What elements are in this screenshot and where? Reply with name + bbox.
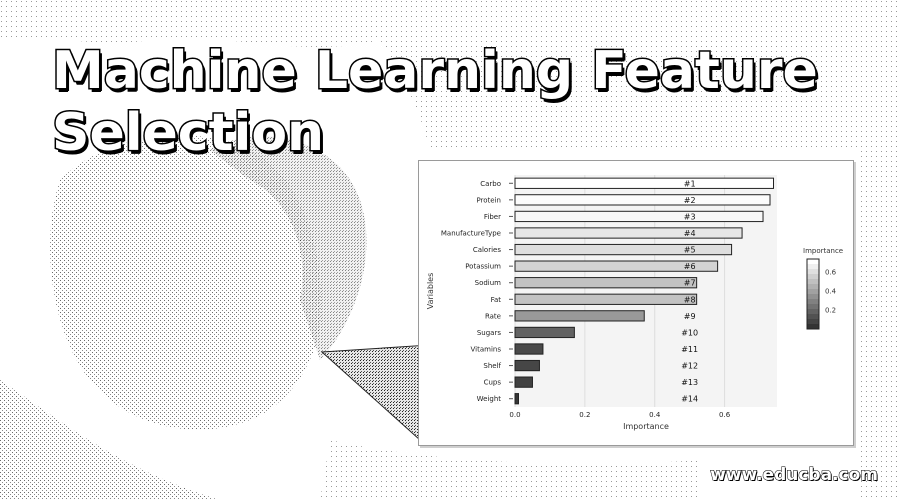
bar	[514, 194, 771, 206]
legend-gradient-step	[807, 299, 819, 305]
legend-gradient-step	[807, 264, 819, 270]
legend-title: Importance	[803, 247, 843, 255]
rank-label: #13	[681, 378, 698, 387]
x-axis-title: Importance	[623, 422, 669, 431]
legend-tick-label: 0.2	[825, 307, 836, 315]
x-tick-label: 0.6	[719, 411, 731, 419]
legend-colorbar	[806, 258, 820, 330]
y-tick-label: Fat	[491, 296, 502, 304]
rank-label: #10	[681, 328, 698, 337]
legend-gradient-step	[807, 259, 819, 265]
bar	[514, 359, 540, 372]
legend-gradient-step	[807, 269, 819, 275]
legend-gradient-step	[807, 294, 819, 300]
y-tick-label: ManufactureType	[441, 230, 501, 238]
y-tick-label: Shelf	[483, 362, 501, 370]
rank-label: #1	[684, 179, 696, 188]
bar	[514, 326, 575, 339]
rank-label: #3	[684, 212, 696, 221]
y-tick-label: Potassium	[465, 263, 501, 271]
legend-gradient-step	[807, 289, 819, 295]
rank-label: #6	[684, 262, 696, 271]
rank-label: #4	[684, 229, 696, 238]
y-tick-label: Fiber	[484, 213, 501, 221]
y-tick-label: Vitamins	[471, 346, 502, 354]
legend-tick-label: 0.6	[825, 269, 837, 277]
legend-gradient-step	[807, 324, 819, 330]
rank-label: #11	[681, 345, 698, 354]
rank-label: #9	[684, 312, 696, 321]
y-tick-label: Cups	[484, 379, 502, 387]
y-tick-label: Protein	[476, 196, 501, 204]
rank-label: #7	[684, 279, 696, 288]
feature-importance-chart: 0.0 0.2 0.4 0.6 Carbo #1 Protein #2 Fiber #3 Manuf…	[426, 175, 843, 431]
y-tick-label: Carbo	[480, 180, 501, 188]
bar	[514, 343, 544, 355]
chart-panel: 0.0 0.2 0.4 0.6 Carbo #1 Protein #2 Fiber #3 Manuf…	[418, 160, 854, 446]
rank-label: #14	[681, 395, 698, 404]
rank-label: #8	[684, 295, 696, 304]
bar	[514, 210, 764, 223]
y-tick-label: Rate	[485, 312, 501, 320]
rank-label: #5	[684, 246, 696, 255]
bar	[514, 376, 533, 388]
bar	[514, 293, 698, 305]
x-tick-label: 0.0	[509, 411, 520, 419]
plot-area	[515, 175, 777, 407]
y-axis-title: Variables	[426, 273, 435, 310]
bar	[514, 310, 645, 322]
y-tick-label: Sodium	[475, 279, 502, 287]
legend-gradient-step	[807, 319, 819, 325]
legend-gradient-step	[807, 279, 819, 285]
bar	[514, 177, 775, 189]
legend-gradient-step	[807, 304, 819, 310]
x-tick-label: 0.2	[579, 411, 590, 419]
y-tick-label: Weight	[477, 395, 502, 403]
legend-gradient-step	[807, 274, 819, 280]
page-title: Machine Learning Feature Selection	[51, 40, 820, 165]
rank-label: #2	[684, 196, 696, 205]
x-tick-label: 0.4	[649, 411, 661, 419]
watermark: www.educba.com	[710, 465, 879, 486]
y-tick-label: Sugars	[477, 329, 501, 337]
legend-tick-label: 0.4	[825, 288, 837, 296]
legend-gradient-step	[807, 284, 819, 290]
bar	[514, 227, 743, 239]
y-tick-label: Calories	[473, 246, 502, 254]
bar	[514, 277, 698, 289]
bar	[514, 260, 719, 272]
legend-gradient-step	[807, 314, 819, 320]
bar	[514, 243, 733, 256]
rank-label: #12	[681, 362, 698, 371]
bar	[514, 393, 519, 405]
legend-gradient-step	[807, 309, 819, 315]
